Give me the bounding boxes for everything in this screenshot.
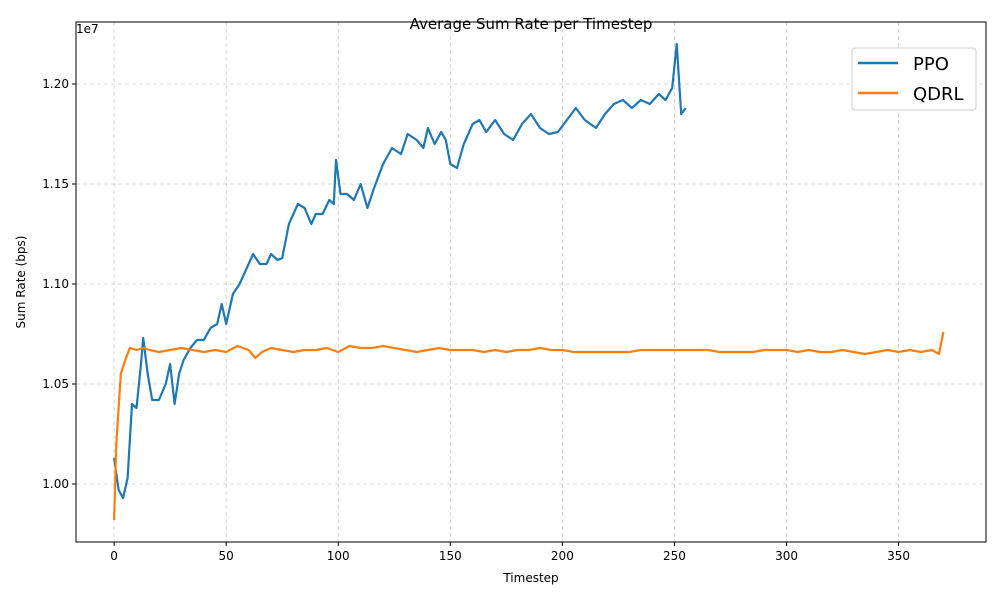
y-offset-label: 1e7 — [76, 22, 99, 36]
x-tick-label: 0 — [110, 549, 118, 563]
series-line-ppo — [113, 42, 687, 500]
plot-frame — [75, 21, 987, 543]
x-tick-label: 150 — [439, 549, 462, 563]
x-tick-label: 350 — [887, 549, 910, 563]
x-tick-label: 200 — [551, 549, 574, 563]
series-line-qdrl — [113, 331, 945, 521]
x-axis: 0 50 100 150 200 250 300 350 — [110, 542, 910, 563]
grid-layer — [76, 22, 986, 542]
y-axis: 1.00 1.05 1.10 1.15 1.20 — [42, 77, 76, 491]
x-tick-label: 50 — [219, 549, 234, 563]
legend: PPO QDRL — [851, 47, 977, 111]
legend-label-ppo: PPO — [913, 54, 949, 75]
y-tick-label: 1.05 — [42, 377, 69, 391]
x-tick-label: 300 — [775, 549, 798, 563]
x-axis-label: Timestep — [502, 571, 558, 585]
y-tick-label: 1.15 — [42, 177, 69, 191]
chart-title: Average Sum Rate per Timestep — [410, 15, 653, 33]
x-tick-label: 250 — [663, 549, 686, 563]
y-tick-label: 1.20 — [42, 77, 69, 91]
x-tick-label: 100 — [327, 549, 350, 563]
y-tick-label: 1.10 — [42, 277, 69, 291]
series-layer — [113, 42, 945, 521]
y-tick-label: 1.00 — [42, 477, 69, 491]
legend-label-qdrl: QDRL — [913, 84, 964, 105]
y-axis-label: Sum Rate (bps) — [14, 236, 28, 329]
